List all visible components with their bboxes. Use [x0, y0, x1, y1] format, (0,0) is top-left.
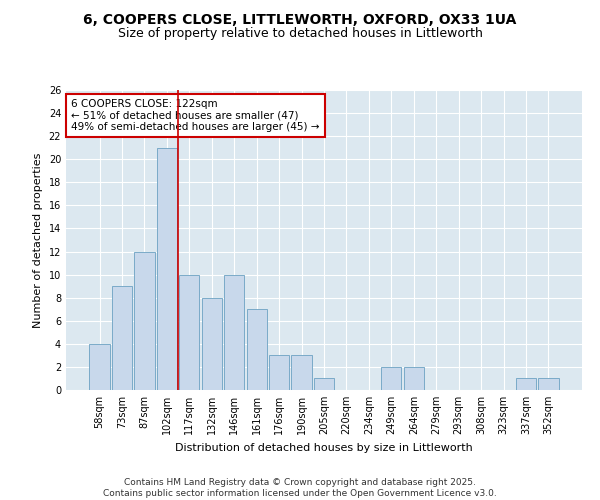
Bar: [202, 298, 222, 390]
Bar: [269, 356, 289, 390]
Bar: [134, 252, 155, 390]
Text: Size of property relative to detached houses in Littleworth: Size of property relative to detached ho…: [118, 28, 482, 40]
Bar: [381, 367, 401, 390]
Bar: [89, 344, 110, 390]
Text: 6 COOPERS CLOSE: 122sqm
← 51% of detached houses are smaller (47)
49% of semi-de: 6 COOPERS CLOSE: 122sqm ← 51% of detache…: [71, 99, 320, 132]
Text: Contains HM Land Registry data © Crown copyright and database right 2025.
Contai: Contains HM Land Registry data © Crown c…: [103, 478, 497, 498]
Bar: [157, 148, 177, 390]
Bar: [179, 274, 199, 390]
X-axis label: Distribution of detached houses by size in Littleworth: Distribution of detached houses by size …: [175, 442, 473, 452]
Y-axis label: Number of detached properties: Number of detached properties: [33, 152, 43, 328]
Bar: [247, 309, 267, 390]
Bar: [224, 274, 244, 390]
Bar: [538, 378, 559, 390]
Bar: [516, 378, 536, 390]
Bar: [292, 356, 311, 390]
Bar: [404, 367, 424, 390]
Bar: [314, 378, 334, 390]
Text: 6, COOPERS CLOSE, LITTLEWORTH, OXFORD, OX33 1UA: 6, COOPERS CLOSE, LITTLEWORTH, OXFORD, O…: [83, 12, 517, 26]
Bar: [112, 286, 132, 390]
